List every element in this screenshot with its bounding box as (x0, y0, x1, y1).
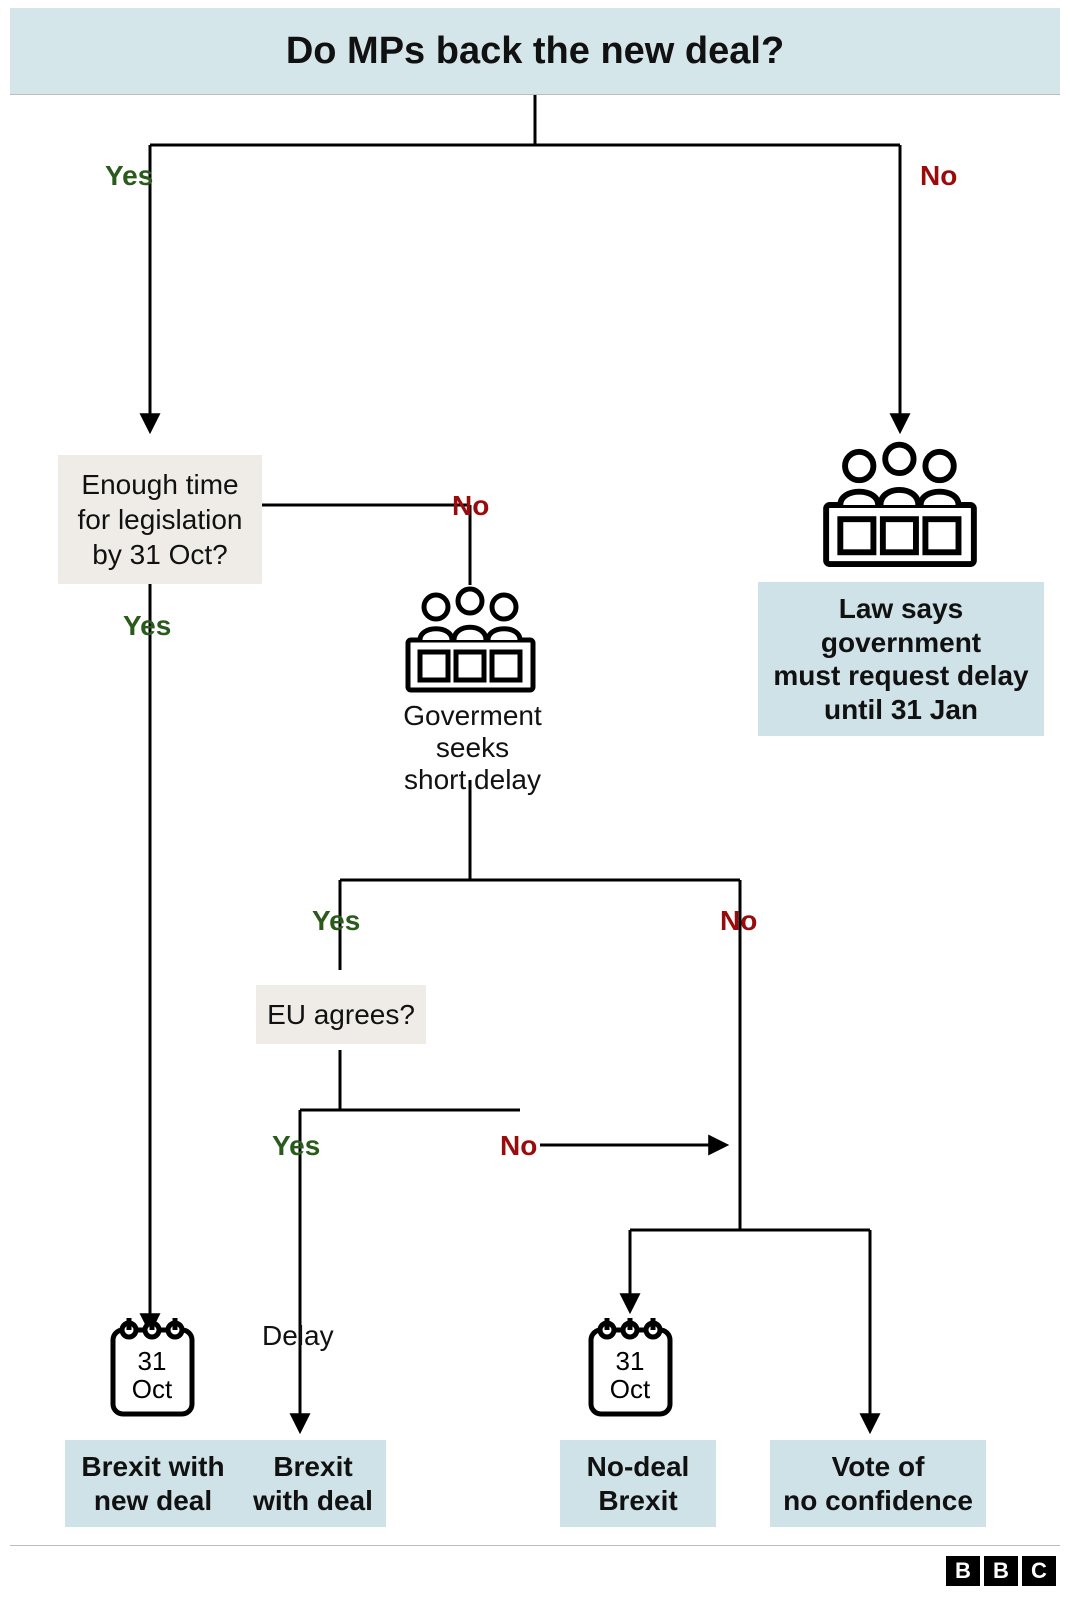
o3-l1: No-deal (587, 1451, 690, 1482)
o4-l2: no confidence (783, 1485, 973, 1516)
branch-no-enough-time: No (452, 490, 489, 522)
branch-yes-gov-delay: Yes (312, 905, 360, 937)
calendar-icon: 31 Oct (105, 1312, 200, 1427)
cal-l2: Oct (132, 1374, 173, 1404)
o2-l2: with deal (253, 1485, 373, 1516)
calendar-icon: 31 Oct (583, 1312, 678, 1427)
parliament-icon (810, 440, 990, 575)
node-enough-time: Enough time for legislation by 31 Oct? (58, 455, 262, 584)
bbc-b1: B (946, 1556, 980, 1586)
header-question: Do MPs back the new deal? (10, 8, 1060, 95)
bbc-b2: B (984, 1556, 1018, 1586)
outcome-no-deal: No-deal Brexit (560, 1440, 716, 1527)
gov-seeks-l2: seeks (436, 732, 509, 763)
header-title: Do MPs back the new deal? (286, 30, 784, 72)
law-delay-l3: must request delay (773, 660, 1028, 691)
o1-l1: Brexit with (81, 1451, 224, 1482)
flowchart-canvas: Do MPs back the new deal? Yes No Enough … (0, 0, 1070, 1600)
branch-no-top: No (920, 160, 957, 192)
bbc-logo: B B C (946, 1556, 1056, 1586)
gov-seeks-l3: short delay (404, 764, 541, 795)
outcome-brexit-with-deal: Brexit with deal (240, 1440, 386, 1527)
outcome-vonc: Vote of no confidence (770, 1440, 986, 1527)
branch-no-gov-delay: No (720, 905, 757, 937)
cal-l1: 31 (138, 1346, 167, 1376)
branch-yes-enough-time: Yes (123, 610, 171, 642)
node-enough-time-l3: by 31 Oct? (92, 539, 227, 570)
cal-l2: Oct (610, 1374, 651, 1404)
footer-rule (10, 1545, 1060, 1546)
node-enough-time-l2: for legislation (78, 504, 243, 535)
o1-l2: new deal (94, 1485, 212, 1516)
law-delay-l1: Law says (839, 593, 964, 624)
o2-l1: Brexit (273, 1451, 352, 1482)
bbc-c: C (1022, 1556, 1056, 1586)
gov-seeks-l1: Goverment (403, 700, 542, 731)
o3-l2: Brexit (598, 1485, 677, 1516)
parliament-icon (398, 585, 543, 700)
branch-yes-eu: Yes (272, 1130, 320, 1162)
branch-no-eu: No (500, 1130, 537, 1162)
o4-l1: Vote of (832, 1451, 925, 1482)
law-delay-l4: until 31 Jan (824, 694, 978, 725)
node-eu-agrees: EU agrees? (256, 985, 426, 1044)
outcome-brexit-new-deal: Brexit with new deal (65, 1440, 241, 1527)
law-delay-l2: government (821, 627, 981, 658)
branch-yes-top: Yes (105, 160, 153, 192)
label-delay: Delay (262, 1320, 334, 1352)
outcome-law-delay: Law says government must request delay u… (758, 582, 1044, 736)
node-enough-time-l1: Enough time (81, 469, 238, 500)
node-gov-seeks-delay: Goverment seeks short delay (400, 700, 545, 796)
cal-l1: 31 (616, 1346, 645, 1376)
eu-agrees-text: EU agrees? (267, 999, 415, 1030)
